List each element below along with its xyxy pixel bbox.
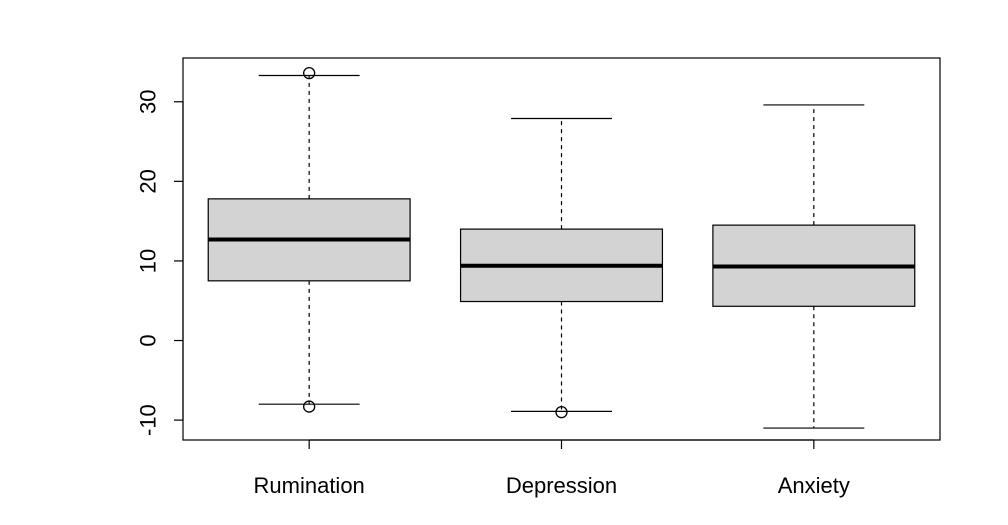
y-axis: -10 0 10 20 30 xyxy=(136,90,184,436)
box-depression xyxy=(459,117,664,419)
box-anxiety xyxy=(712,104,916,429)
x-tick-label: Rumination xyxy=(254,473,365,498)
outlier-point xyxy=(303,400,316,413)
y-tick-label: 10 xyxy=(136,249,161,273)
box-rumination xyxy=(207,66,411,413)
x-tick-label: Depression xyxy=(506,473,617,498)
y-tick-label: -10 xyxy=(136,404,161,436)
outlier-point xyxy=(303,66,316,80)
boxes-group xyxy=(207,66,916,429)
y-tick-label: 0 xyxy=(136,334,161,346)
x-tick-label: Anxiety xyxy=(778,473,850,498)
y-tick-label: 20 xyxy=(136,169,161,193)
y-tick-label: 30 xyxy=(136,90,161,114)
outlier-point xyxy=(555,405,568,419)
x-axis: Rumination Depression Anxiety xyxy=(254,439,850,498)
